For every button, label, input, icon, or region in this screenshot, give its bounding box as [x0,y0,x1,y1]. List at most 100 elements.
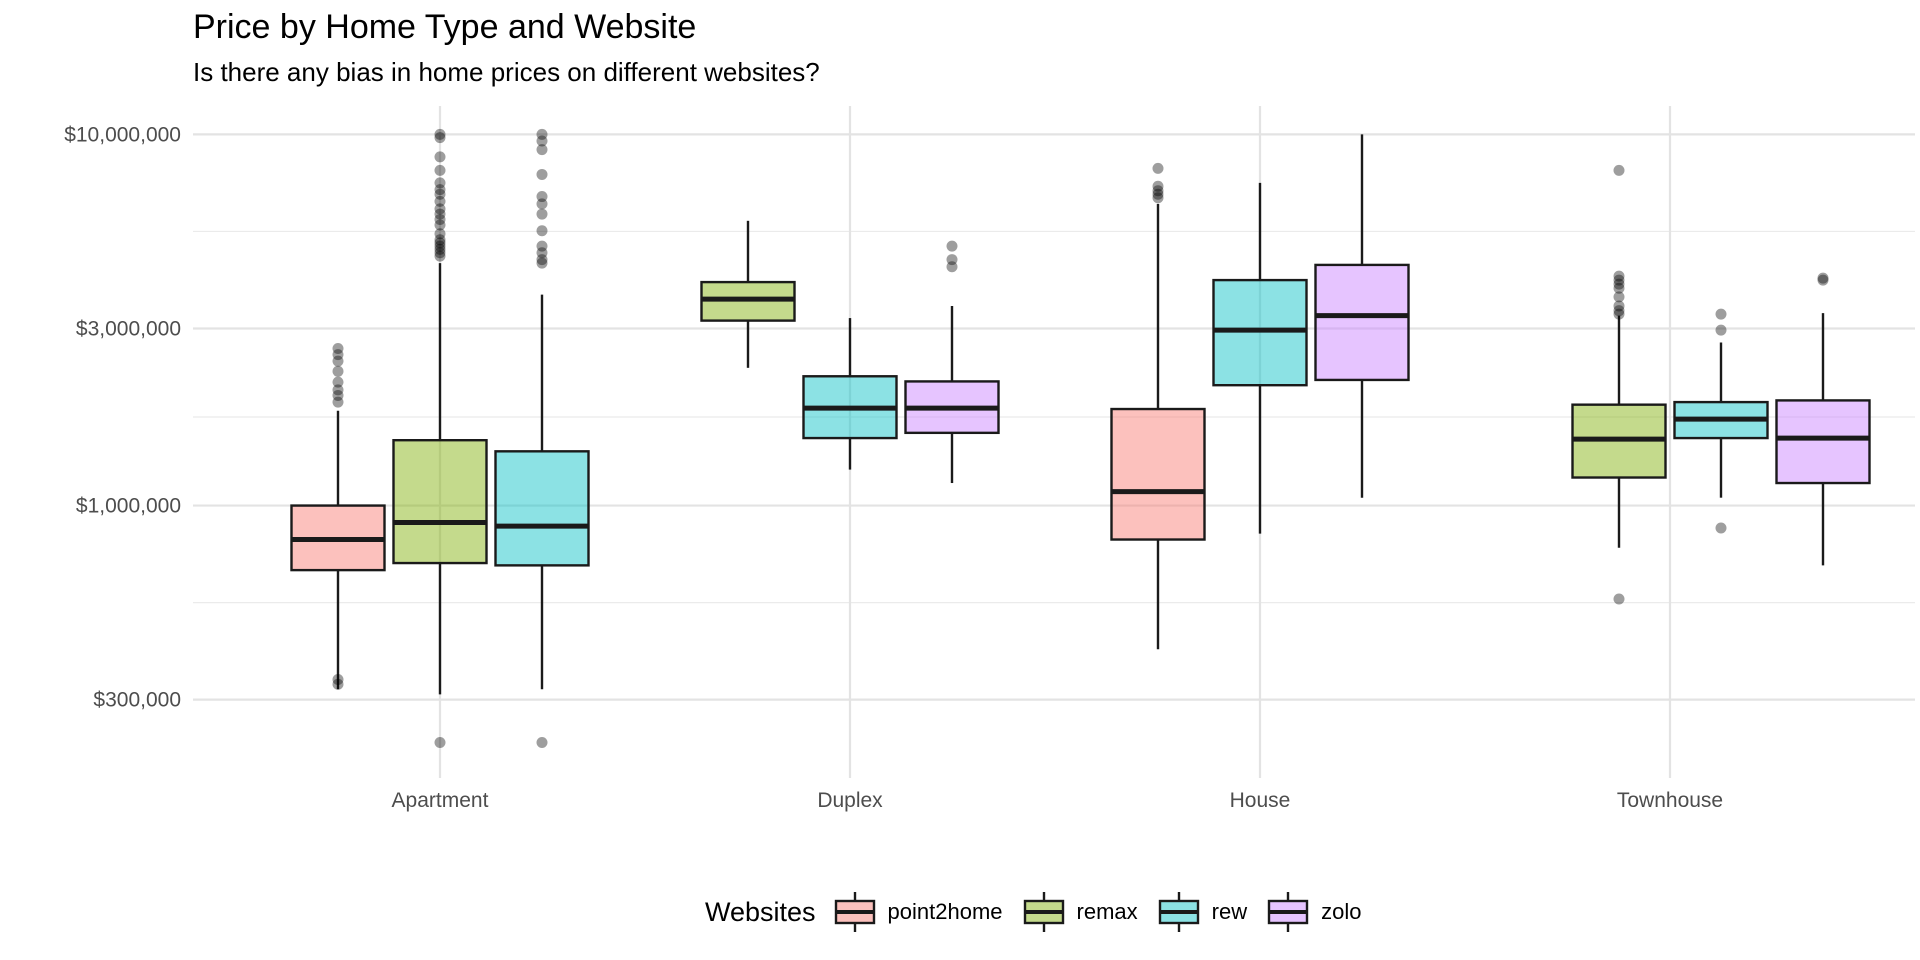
x-tick-label: House [1230,789,1291,812]
outlier-point [536,254,548,266]
outlier-point [536,247,548,259]
outlier-point [536,128,548,140]
legend-title: Websites [705,896,816,927]
outlier-point [946,261,958,273]
x-tick-label: Townhouse [1617,789,1723,812]
chart-subtitle: Is there any bias in home prices on diff… [193,57,820,87]
box-zolo-townhouse [1775,399,1871,485]
y-tick-label: $3,000,000 [76,317,181,340]
outlier-point [536,208,548,220]
outlier-point [434,195,446,207]
legend-label-rew: rew [1211,899,1248,924]
x-tick-label: Duplex [817,789,883,812]
outlier-point [434,128,446,140]
outlier-point [1613,270,1625,282]
outlier-point [1613,308,1625,320]
outlier-point [1152,188,1164,200]
legend-label-point2home: point2home [887,899,1003,924]
legend-key-remax [1023,892,1064,932]
box-remax-apartment [392,439,488,565]
outlier-point [332,673,344,685]
y-tick-label: $1,000,000 [76,495,181,518]
outlier-point [1613,305,1625,317]
outlier-point [1715,522,1727,534]
outlier-point [332,678,344,690]
legend-label-zolo: zolo [1321,899,1362,924]
outlier-point [434,151,446,163]
legend-key-rew [1158,892,1199,932]
outlier-point [536,198,548,210]
legend: Websites point2home remax rew zolo [705,890,1379,934]
outlier-point [434,247,446,259]
outlier-point [332,376,344,388]
outlier-point [1817,274,1829,286]
outlier-point [434,188,446,200]
outlier-point [332,384,344,396]
outlier-point [536,240,548,252]
outlier-point [434,208,446,220]
chart-title: Price by Home Type and Website [193,8,697,46]
y-tick-label: $10,000,000 [64,123,181,146]
legend-label-remax: remax [1076,899,1138,924]
box-layer [290,134,1871,695]
outlier-point [1152,180,1164,192]
legend-item-point2home: point2home [832,892,1003,932]
outlier-point [536,736,548,748]
outlier-point [1715,308,1727,320]
legend-item-zolo: zolo [1265,892,1361,932]
outlier-point [434,213,446,225]
outlier-point [536,191,548,203]
outlier-point [1613,593,1625,605]
outlier-point [434,250,446,262]
outlier-point [1613,164,1625,176]
box-point2home-house [1110,407,1206,541]
outlier-point [1613,300,1625,312]
legend-item-rew: rew [1156,892,1247,932]
outlier-point [536,257,548,269]
outlier-point [434,132,446,144]
outlier-point [1613,282,1625,294]
outlier-point [332,349,344,361]
y-tick-label: $300,000 [93,689,181,712]
outlier-point [1613,278,1625,290]
outlier-point [1152,192,1164,204]
outlier-point [1152,162,1164,174]
boxplot-chart: $300,000$1,000,000$3,000,000$10,000,000 … [64,106,1915,812]
outlier-point [1817,272,1829,284]
legend-key-point2home [834,892,875,932]
outlier-point [536,225,548,237]
legend-key-zolo [1267,892,1309,932]
legend-item-remax: remax [1021,892,1138,932]
outlier-point [1715,324,1727,336]
outlier-point [434,164,446,176]
outlier-point [332,342,344,354]
outlier-point [434,240,446,252]
outlier-point [434,234,446,246]
legend-items: point2home remax rew zolo [832,892,1380,932]
outlier-point [946,240,958,252]
outlier-point [536,168,548,180]
box-rew-apartment [494,450,590,567]
outlier-point [536,144,548,156]
outlier-point [536,135,548,147]
box-rew-house [1212,278,1308,387]
outlier-point [946,254,958,266]
outlier-point [434,736,446,748]
x-axis-ticks: Apartment Duplex House Townhouse [392,789,1724,812]
box-zolo-house [1314,263,1410,382]
y-axis-ticks: $300,000 $1,000,000 $3,000,000 $10,000,000 [64,123,181,711]
outlier-point [332,396,344,408]
outlier-point [434,243,446,255]
x-tick-label: Apartment [392,789,489,812]
outlier-point [434,184,446,196]
outlier-point [332,389,344,401]
outlier-point [332,365,344,377]
outlier-point [434,203,446,215]
outlier-point [1613,274,1625,286]
outlier-point [434,219,446,231]
outlier-point [332,355,344,367]
outlier-point [434,177,446,189]
outlier-point [434,228,446,240]
outlier-point [1613,291,1625,303]
outlier-point [1152,185,1164,197]
